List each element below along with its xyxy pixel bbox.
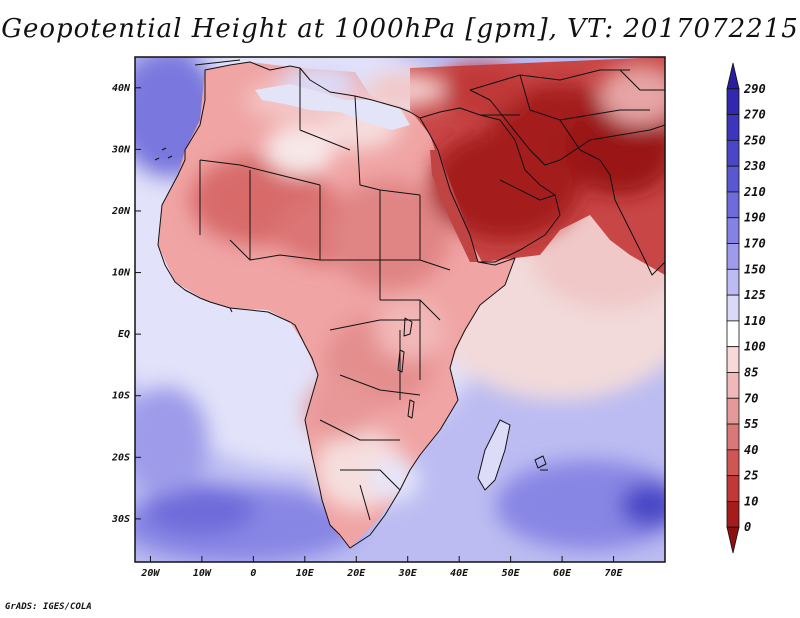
lon-tick-label: 70E <box>605 568 624 579</box>
lat-tick-label: EQ <box>118 329 130 340</box>
lat-tick-label: 30S <box>111 514 130 525</box>
lon-tick-label: 0 <box>250 568 256 579</box>
colorbar-level-label: 190 <box>744 211 766 225</box>
lon-tick-label: 40E <box>450 568 469 579</box>
colorbar-level-label: 55 <box>744 417 758 431</box>
land-shading <box>190 64 665 510</box>
map-field <box>135 57 665 562</box>
gulf-coastline <box>469 89 665 166</box>
colorbar-level-label: 85 <box>744 365 758 379</box>
colorbar-swatch <box>726 475 740 502</box>
colorbar-level-label: 210 <box>743 185 766 199</box>
colorbar-level-label: 70 <box>744 391 758 405</box>
lat-tick-label: 10S <box>112 391 130 402</box>
lon-tick-label: 60E <box>553 568 572 579</box>
colorbar-level-label: 0 <box>744 520 751 534</box>
colorbar-swatch <box>726 294 740 322</box>
lat-tick-label: 20S <box>111 452 130 463</box>
africa-coastline <box>157 61 516 549</box>
north-borders <box>194 59 451 521</box>
lon-tick-label: 20E <box>346 568 366 579</box>
colorbar-level-label: 40 <box>744 443 758 457</box>
colorbar-level-label: 250 <box>743 133 766 147</box>
colorbar-swatch <box>726 372 740 399</box>
borders <box>154 59 665 549</box>
colorbar-level-label: 10 <box>744 494 758 508</box>
colorbar-swatch <box>726 191 740 219</box>
colorbar-swatch <box>726 243 740 270</box>
colorbar-swatch <box>726 62 740 90</box>
lon-tick-label: 10W <box>193 568 212 579</box>
colorbar-level-label: 25 <box>743 469 758 483</box>
map-title: Geopotential Height at 1000hPa [gpm], VT… <box>1 14 799 44</box>
lat-tick-label: 20N <box>111 206 131 217</box>
colorbar-swatch <box>726 88 740 115</box>
colorbar-swatch <box>726 423 740 451</box>
colorbar-level-label: 150 <box>744 262 766 276</box>
plot-frame <box>134 56 666 563</box>
madagascar <box>477 419 511 491</box>
colorbar-swatch <box>726 114 740 141</box>
colorbar-level-label: 100 <box>744 340 766 354</box>
lat-tick-label: 40N <box>112 83 131 94</box>
lon-tick-label: 30E <box>398 568 418 579</box>
colorbar-swatch <box>726 320 740 348</box>
lat-tick-label: 30N <box>111 144 131 155</box>
india-coastline <box>599 159 665 276</box>
small-islands <box>154 147 548 471</box>
lat-tick-label: 10N <box>112 268 131 279</box>
colorbar-swatch <box>726 165 740 193</box>
colorbar: 2902702502302101901701501251101008570554… <box>726 62 766 554</box>
colorbar-swatch <box>726 217 740 244</box>
lon-tick-label: 10E <box>296 568 315 579</box>
colorbar-level-label: 125 <box>744 288 766 302</box>
colorbar-swatch <box>726 397 740 425</box>
colorbar-swatch <box>726 501 740 528</box>
colorbar-swatch <box>726 268 740 296</box>
lon-tick-label: 50E <box>502 568 521 579</box>
axis-ticks: 40N 30N 20N 10N EQ 10S 20S 30S 20W 10W 0 10E 20E 30E 4… <box>111 83 624 579</box>
colorbar-level-label: 230 <box>743 159 766 173</box>
mediterranean-sea <box>255 84 410 130</box>
colorbar-level-label: 290 <box>743 82 766 96</box>
lon-tick-label: 20W <box>140 568 160 579</box>
colorbar-swatch <box>726 526 740 554</box>
colorbar-swatch <box>726 139 740 167</box>
grads-credit: GrADS: IGES/COLA <box>5 602 92 612</box>
arabia-coastline <box>419 107 561 263</box>
inland-seas <box>255 84 478 262</box>
colorbar-swatch <box>726 346 740 373</box>
lakes <box>397 317 415 419</box>
colorbar-level-label: 270 <box>743 108 766 122</box>
colorbar-swatch <box>726 449 740 477</box>
asia-borders <box>469 69 665 201</box>
colorbar-level-label: 170 <box>744 237 766 251</box>
colorbar-level-label: 110 <box>744 314 766 328</box>
red-sea <box>430 150 478 262</box>
